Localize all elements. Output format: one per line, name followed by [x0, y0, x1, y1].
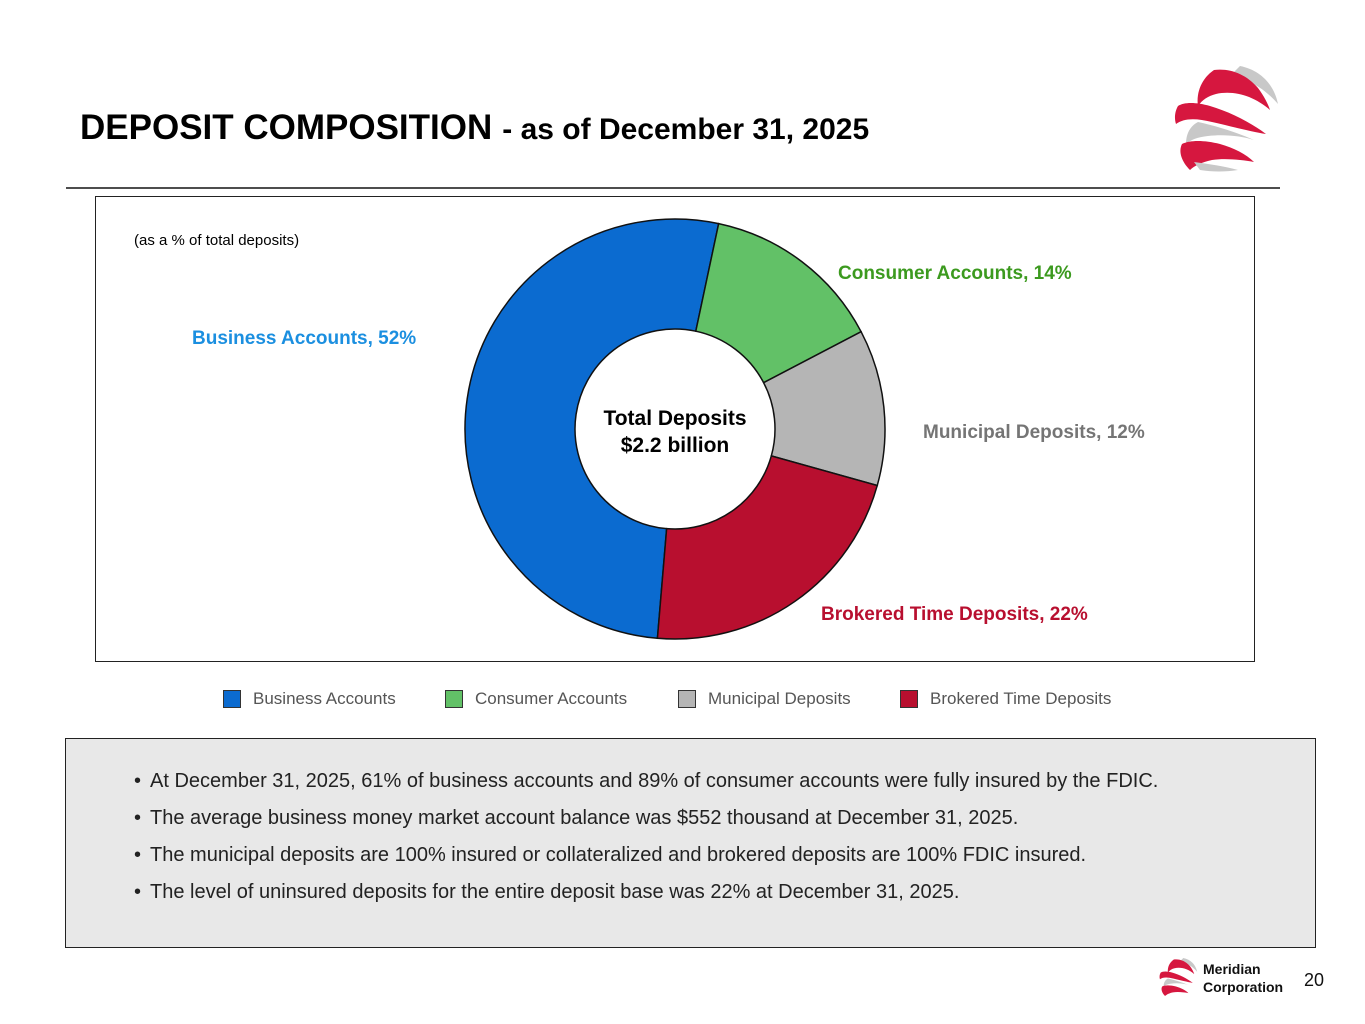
page-number: 20: [1304, 970, 1325, 990]
chart-note: (as a % of total deposits): [134, 232, 300, 249]
legend-item-consumer: Consumer Accounts: [445, 688, 627, 710]
center-label-line2: $2.2 billion: [620, 434, 730, 457]
company-logo-icon: [1174, 66, 1278, 172]
legend-swatch-brokered: [900, 690, 918, 708]
slice-label-consumer: Consumer Accounts, 14%: [838, 263, 1072, 284]
key-point: At December 31, 2025, 61% of business ac…: [134, 769, 1158, 794]
legend-item-business: Business Accounts: [223, 688, 396, 710]
title-main: DEPOSIT COMPOSITION: [80, 108, 493, 147]
title-subtitle: - as of December 31, 2025: [502, 113, 870, 146]
donut-center-label: Total Deposits $2.2 billion: [575, 405, 775, 459]
footer-company-line1: Meridian: [1203, 961, 1261, 977]
legend-label-business: Business Accounts: [253, 689, 396, 708]
legend-label-municipal: Municipal Deposits: [708, 689, 851, 708]
footer-company-line2: Corporation: [1203, 979, 1284, 995]
chart-frame: [95, 196, 1255, 662]
footer-logo-icon: [1159, 958, 1198, 996]
key-points-list: At December 31, 2025, 61% of business ac…: [134, 769, 1158, 917]
slice-label-brokered: Brokered Time Deposits, 22%: [821, 604, 1088, 625]
slice-label-municipal: Municipal Deposits, 12%: [923, 422, 1145, 443]
legend-label-brokered: Brokered Time Deposits: [930, 689, 1112, 708]
slice-label-business: Business Accounts, 52%: [192, 328, 417, 349]
page-title: DEPOSIT COMPOSITION - as of December 31, …: [80, 108, 869, 148]
key-point: The level of uninsured deposits for the …: [134, 880, 1158, 905]
legend-item-brokered: Brokered Time Deposits: [900, 688, 1111, 710]
header-divider: [66, 187, 1280, 189]
key-point: The average business money market accoun…: [134, 806, 1158, 831]
legend-swatch-business: [223, 690, 241, 708]
donut-slice-consumer: [694, 222, 863, 384]
footer-company-name: Meridian Corporation: [1203, 960, 1283, 996]
donut-slice-brokered: [656, 454, 879, 640]
legend-swatch-municipal: [678, 690, 696, 708]
legend-item-municipal: Municipal Deposits: [678, 688, 851, 710]
legend-label-consumer: Consumer Accounts: [475, 689, 628, 708]
key-points-panel: At December 31, 2025, 61% of business ac…: [65, 738, 1316, 948]
donut-slice-business: [464, 218, 720, 640]
key-point: The municipal deposits are 100% insured …: [134, 843, 1158, 868]
legend-swatch-consumer: [445, 690, 463, 708]
center-label-line1: Total Deposits: [603, 407, 747, 430]
